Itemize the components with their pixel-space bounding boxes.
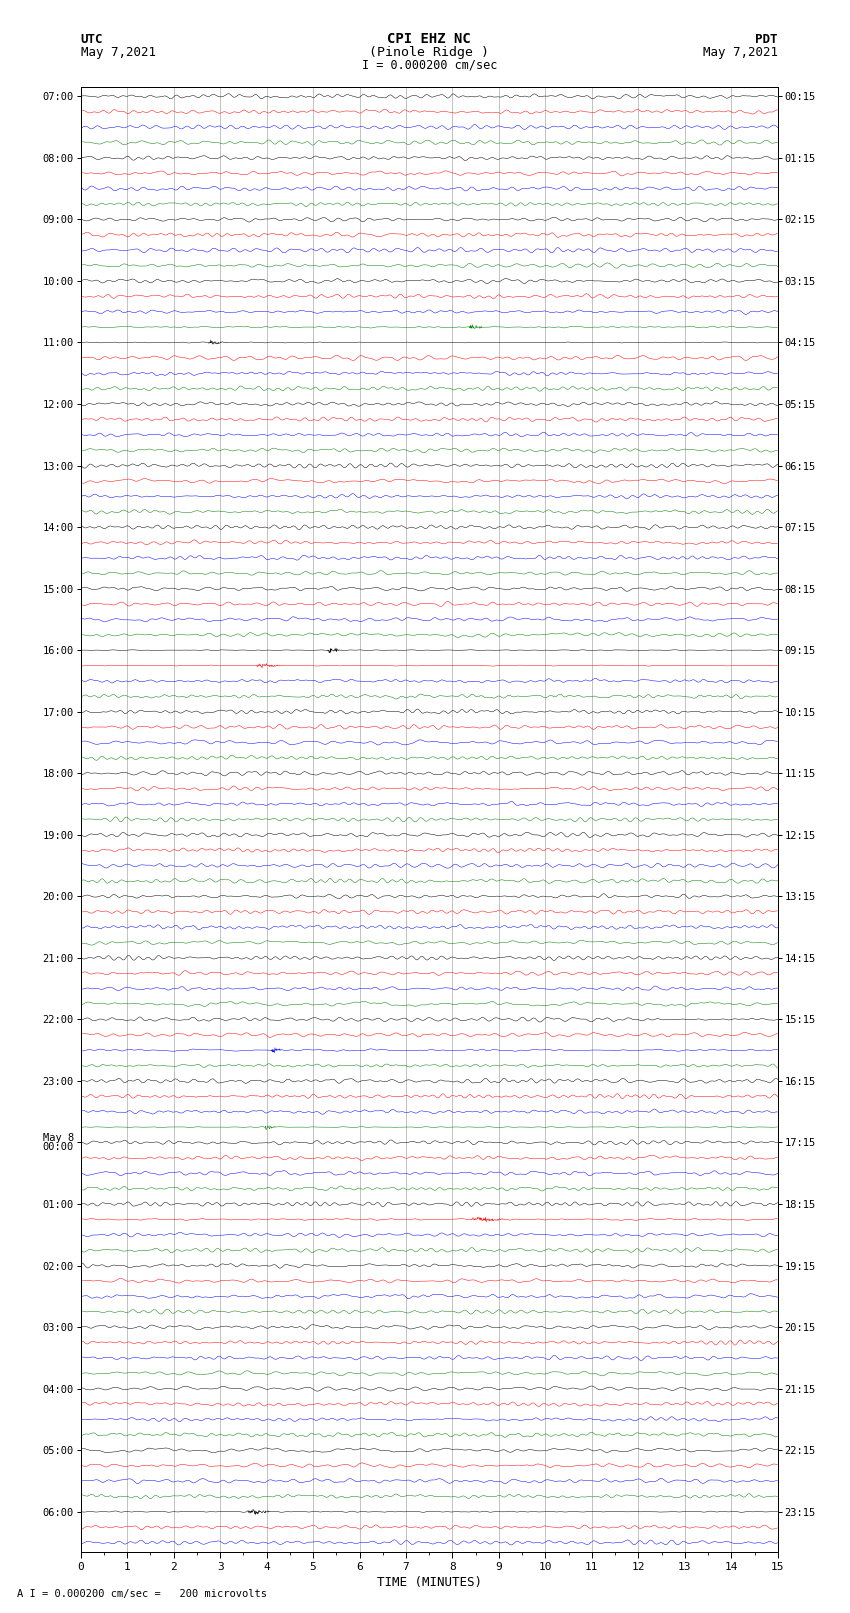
Text: PDT: PDT: [756, 32, 778, 45]
Text: May 7,2021: May 7,2021: [703, 45, 778, 58]
Text: May 7,2021: May 7,2021: [81, 45, 156, 58]
Text: CPI EHZ NC: CPI EHZ NC: [388, 32, 471, 45]
Text: A I = 0.000200 cm/sec =   200 microvolts: A I = 0.000200 cm/sec = 200 microvolts: [17, 1589, 267, 1598]
Text: (Pinole Ridge ): (Pinole Ridge ): [369, 45, 490, 58]
X-axis label: TIME (MINUTES): TIME (MINUTES): [377, 1576, 482, 1589]
Text: UTC: UTC: [81, 32, 103, 45]
Text: I = 0.000200 cm/sec: I = 0.000200 cm/sec: [361, 58, 497, 71]
